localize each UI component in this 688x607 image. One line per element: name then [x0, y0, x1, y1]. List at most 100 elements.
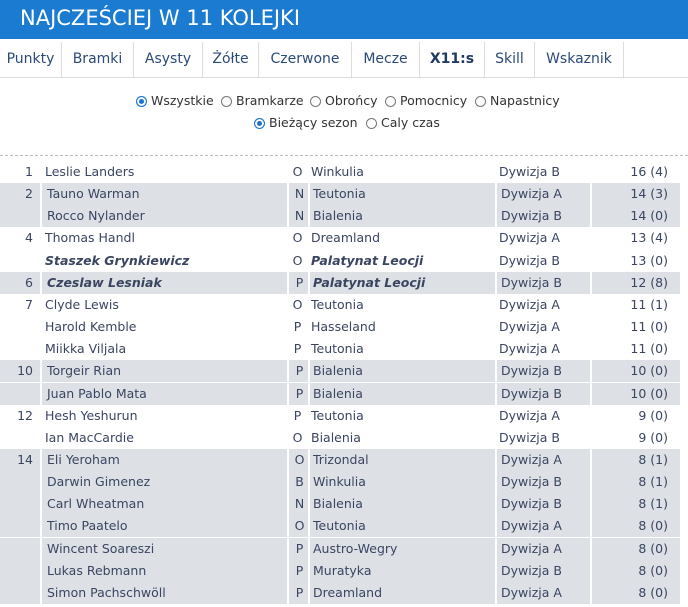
tab[interactable]: Czerwone [259, 42, 352, 77]
player-name: Timo Paatelo [40, 515, 288, 538]
tab[interactable]: Skill [485, 42, 535, 77]
player-name: Lukas Rebmann [40, 559, 288, 582]
player-name: Clyde Lewis [45, 296, 119, 312]
rank: 1 [25, 164, 33, 179]
player-name: Hesh Yeshurun [45, 407, 138, 423]
division: Dywizja B [499, 429, 560, 445]
points: 8 (0) [590, 559, 674, 582]
division: Dywizja B [495, 559, 594, 582]
division: Dywizja B [495, 471, 594, 494]
player-name: Darwin Gimenez [40, 471, 288, 494]
points: 8 (1) [590, 493, 674, 516]
radio-button[interactable] [136, 96, 147, 107]
division: Dywizja B [495, 360, 594, 383]
radio-label: Pomocnicy [400, 93, 468, 108]
position: N [287, 183, 310, 206]
tab[interactable]: Mecze [352, 42, 420, 77]
points: 13 (4) [630, 230, 668, 246]
radio-option[interactable]: Bieżący sezon [254, 115, 358, 130]
position: O [292, 230, 303, 246]
tab[interactable]: Punkty [0, 42, 62, 77]
radio-option[interactable]: Caly czas [366, 115, 440, 130]
player-name: Simon Pachschwöll [40, 581, 288, 604]
tab[interactable]: Bramki [62, 42, 134, 77]
position: O [292, 164, 303, 179]
player-name: Wincent Soareszi [40, 537, 288, 560]
division: Dywizja B [499, 164, 560, 179]
table-row: 2 Tauno Warman N Teutonia Dywizja A 14 (3) [0, 183, 680, 206]
player-name: Torgeir Rian [40, 360, 288, 383]
division: Dywizja B [499, 252, 560, 268]
points: 8 (0) [590, 537, 674, 560]
team: Teutonia [308, 183, 497, 206]
position: P [287, 271, 310, 294]
tab[interactable]: X11:s [420, 42, 485, 77]
team: Hasseland [311, 319, 376, 335]
table-row: 4 Thomas Handl O Dreamland Dywizja A 13 (4) [0, 227, 680, 249]
radio-label: Caly czas [381, 115, 440, 130]
radio-option[interactable]: Pomocnicy [385, 93, 467, 108]
points: 14 (0) [590, 205, 674, 228]
radio-label: Wszystkie [151, 93, 214, 108]
radio-label: Bieżący sezon [269, 115, 358, 130]
player-name: Thomas Handl [45, 230, 135, 246]
radio-option[interactable]: Napastnicy [475, 93, 560, 108]
position: N [287, 205, 310, 228]
radio-button[interactable] [221, 96, 232, 107]
radio-button[interactable] [366, 118, 377, 129]
rank: 6 [25, 274, 33, 290]
rank: 12 [17, 407, 33, 423]
table-row: 1 Leslie Landers O Winkulia Dywizja B 16 (4) [0, 161, 680, 183]
tab[interactable]: Żółte [203, 42, 259, 77]
points: 9 (0) [638, 429, 668, 445]
table-row: Juan Pablo Mata P Bialenia Dywizja B 10 (0) [0, 382, 680, 405]
player-name: Miikka Viljala [45, 341, 127, 357]
points: 10 (0) [590, 382, 674, 405]
player-name: Staszek Grynkiewicz [45, 252, 190, 268]
division: Dywizja A [499, 407, 560, 423]
points: 11 (0) [630, 319, 668, 335]
team: Bialenia [311, 429, 361, 445]
tab[interactable]: Asysty [134, 42, 203, 77]
radio-option[interactable]: Bramkarze [221, 93, 304, 108]
player-name: Eli Yeroham [40, 448, 288, 471]
team: Bialenia [308, 205, 497, 228]
radio-option[interactable]: Wszystkie [136, 93, 214, 108]
radio-button[interactable] [475, 96, 486, 107]
team: Muratyka [308, 559, 497, 582]
radio-option[interactable]: Obrońcy [310, 93, 377, 108]
table-row: Rocco Nylander N Bialenia Dywizja B 14 (0) [0, 205, 680, 228]
radio-button[interactable] [310, 96, 321, 107]
points: 10 (0) [590, 360, 674, 383]
tab-bar: Punkty Bramki Asysty Żółte Czerwone Mecze X11:… [0, 42, 688, 78]
radio-label: Napastnicy [490, 93, 560, 108]
position: P [287, 382, 310, 405]
team: Trizondal [308, 448, 497, 471]
team: Teutonia [311, 407, 364, 423]
position: P [287, 581, 310, 604]
player-name: Czeslaw Lesniak [40, 271, 288, 294]
player-name: Leslie Landers [45, 164, 135, 179]
radio-button[interactable] [254, 118, 265, 129]
division: Dywizja A [499, 296, 560, 312]
division: Dywizja A [495, 515, 594, 538]
rank: 7 [25, 296, 33, 312]
rank: 2 [25, 186, 33, 202]
division: Dywizja B [495, 493, 594, 516]
points: 9 (0) [638, 407, 668, 423]
division: Dywizja A [495, 448, 594, 471]
position: O [287, 515, 310, 538]
points: 8 (0) [590, 581, 674, 604]
player-name: Tauno Warman [40, 183, 288, 206]
position: O [292, 429, 303, 445]
tab[interactable]: Wskaznik [535, 42, 624, 77]
position: N [287, 493, 310, 516]
table-row: 12 Hesh Yeshurun P Teutonia Dywizja A 9 (0) [0, 405, 680, 427]
radio-button[interactable] [385, 96, 396, 107]
division: Dywizja A [499, 341, 560, 357]
points: 11 (0) [630, 341, 668, 357]
separator [0, 155, 688, 156]
